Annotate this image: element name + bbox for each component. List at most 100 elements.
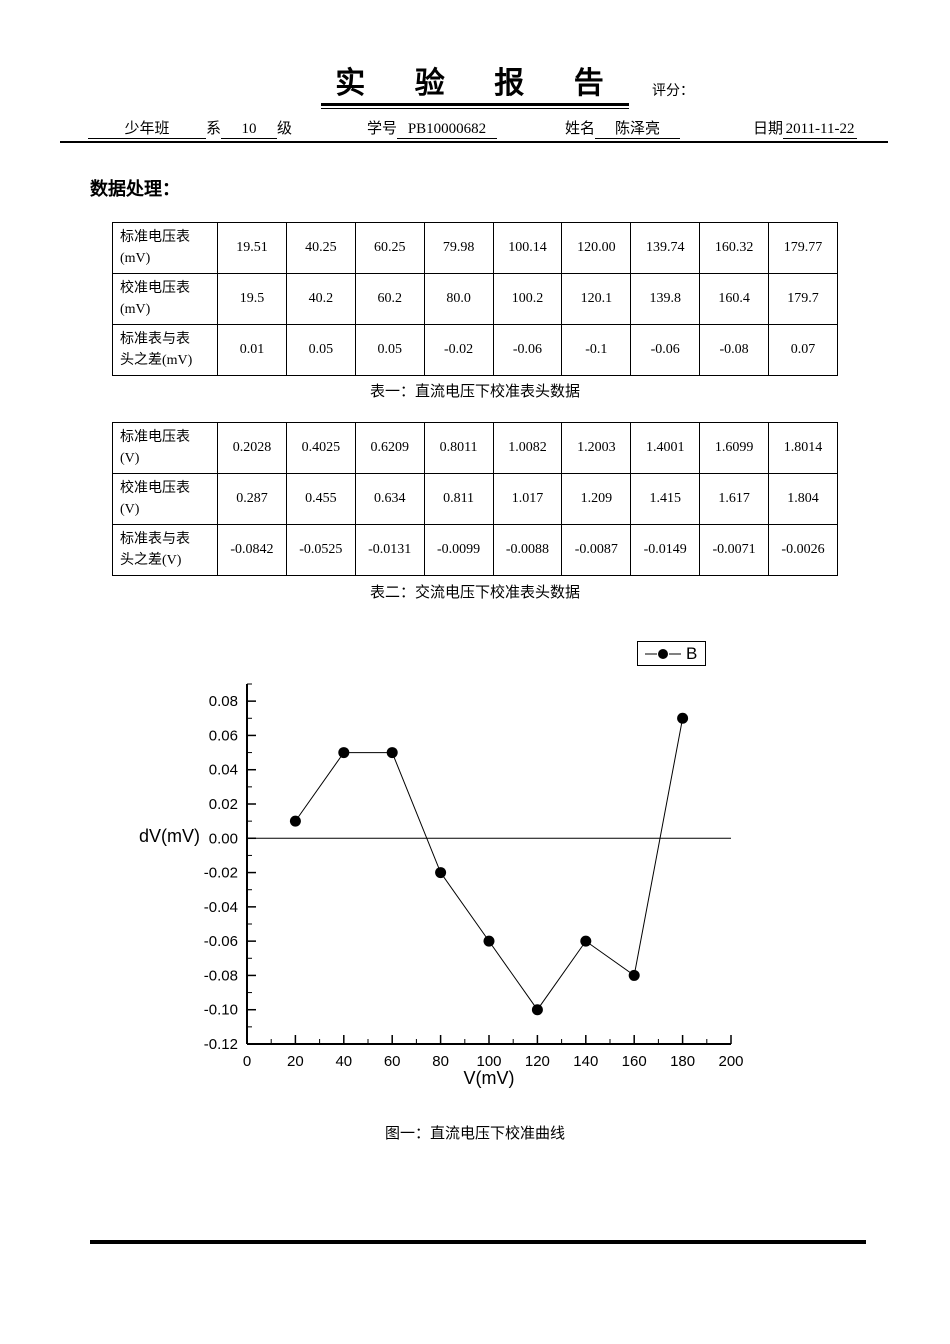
student-id-value: PB10000682: [397, 121, 498, 139]
table-cell: 1.617: [699, 473, 769, 525]
table-cell: 0.01: [217, 324, 287, 376]
series-line: [294, 718, 684, 1011]
y-tick-label: 0.06: [209, 727, 238, 744]
table-cell: -0.0525: [285, 524, 356, 576]
data-point: [677, 712, 689, 724]
table-row-header: 校准电压表 (mV): [112, 273, 218, 325]
table-cell: 60.2: [354, 273, 425, 325]
section-title: 数据处理：: [90, 179, 180, 199]
table-cell: 1.6099: [699, 422, 769, 474]
student-info-row: 少年班系 10 级 学号 PB10000682 姓名 陈泽亮 日期 2011-11-22: [0, 117, 950, 141]
y-tick-label: 0.00: [209, 830, 238, 847]
table-cell: 1.415: [630, 473, 701, 525]
figure-caption: 图一：直流电压下校准曲线: [384, 1126, 565, 1142]
dept-label: 系: [206, 121, 222, 137]
data-point: [483, 935, 495, 947]
x-tick-label: 200: [718, 1053, 743, 1070]
y-tick-label: -0.06: [204, 933, 238, 950]
student-id-label: 学号: [367, 121, 398, 137]
table-cell: 100.2: [492, 273, 563, 325]
date-group: 日期 2011-11-22: [753, 117, 858, 139]
table-cell: -0.0149: [630, 524, 701, 576]
table-cell: 1.017: [492, 473, 563, 525]
y-tick-label: -0.02: [204, 865, 238, 882]
table-cell: 0.4025: [285, 422, 356, 474]
table-row-header: 标准表与表 头之差(mV): [112, 324, 218, 376]
y-axis-title: dV(mV): [138, 826, 200, 846]
x-tick-label: 80: [432, 1053, 449, 1070]
date-label: 日期: [753, 121, 784, 137]
table-2-caption: 表二：交流电压下校准表头数据: [369, 585, 580, 601]
table-cell: 160.32: [699, 222, 769, 274]
y-tick-label: -0.04: [204, 899, 238, 916]
x-tick-label: 140: [573, 1053, 598, 1070]
table-cell: 1.8014: [768, 422, 838, 474]
data-point: [338, 747, 350, 759]
title-block: 实 验 报 告: [0, 58, 950, 109]
table-cell: -0.08: [699, 324, 769, 376]
table-cell: -0.0071: [699, 524, 769, 576]
student-id-group: 学号 PB10000682: [367, 117, 498, 139]
data-point: [386, 747, 398, 759]
page-title: 实 验 报 告: [321, 58, 629, 106]
table-cell: 19.5: [217, 273, 287, 325]
grade-value: 10: [221, 121, 278, 139]
footer-rule: [90, 1240, 866, 1242]
data-point: [531, 1004, 543, 1016]
table-cell: 40.2: [285, 273, 356, 325]
table-cell: 100.14: [492, 222, 563, 274]
calibration-curve-chart: 0 20 40 60 80 100 120 140 160 180 200 -0.12 -0.10 -0.…: [204, 683, 744, 1070]
table-cell: -0.06: [630, 324, 701, 376]
table-cell: 0.07: [768, 324, 838, 376]
table-row-header: 标准表与表 头之差(V): [112, 524, 218, 576]
table-cell: 0.455: [285, 473, 356, 525]
header-rule: [60, 141, 888, 143]
table-cell: 0.6209: [354, 422, 425, 474]
table-row: 标准表与表 头之差(V) -0.0842 -0.0525 -0.0131 -0.0099…: [112, 524, 838, 576]
table-row-header: 校准电压表 (V): [112, 473, 218, 525]
table-cell: 0.8011: [423, 422, 494, 474]
table-cell: -0.1: [561, 324, 632, 376]
table-cell: 0.634: [354, 473, 425, 525]
data-point: [435, 867, 447, 879]
x-tick-label: 20: [287, 1053, 304, 1070]
table-cell: 1.0082: [492, 422, 563, 474]
table-cell: 179.7: [768, 273, 838, 325]
score-label: 评分：: [652, 84, 694, 99]
table-cell: -0.06: [492, 324, 563, 376]
x-tick-label: 100: [476, 1053, 501, 1070]
table-cell: 120.00: [561, 222, 632, 274]
x-tick-label: 180: [670, 1053, 695, 1070]
table-cell: -0.0088: [492, 524, 563, 576]
table-row: 校准电压表 (V) 0.287 0.455 0.634 0.811 1.017 1.209 1…: [112, 473, 838, 525]
table-row-header: 标准电压表 (mV): [112, 222, 218, 274]
title-underline: 实 验 报 告: [321, 58, 629, 109]
table-cell: -0.02: [423, 324, 494, 376]
table-cell: 1.2003: [561, 422, 632, 474]
y-tick-label: 0.04: [209, 762, 238, 779]
table-1-caption: 表一：直流电压下校准表头数据: [369, 384, 580, 400]
table-cell: 19.51: [217, 222, 287, 274]
table-cell: 0.811: [423, 473, 494, 525]
table-cell: 179.77: [768, 222, 838, 274]
table-row: 标准表与表 头之差(mV) 0.01 0.05 0.05 -0.02 -0.06 -0.1-…: [112, 324, 838, 376]
y-tick-label: -0.10: [204, 1002, 238, 1019]
name-group: 姓名 陈泽亮: [565, 117, 681, 139]
data-point: [289, 815, 301, 827]
table-cell: -0.0026: [768, 524, 838, 576]
x-tick-label: 40: [335, 1053, 352, 1070]
x-tick-label: 120: [525, 1053, 550, 1070]
table-cell: 139.74: [630, 222, 701, 274]
table-cell: 1.209: [561, 473, 632, 525]
table-ac-calibration: 标准电压表 (V) 0.2028 0.4025 0.6209 0.8011 1.0082 1…: [112, 422, 838, 576]
table-row-header: 标准电压表 (V): [112, 422, 218, 474]
table-cell: 160.4: [699, 273, 769, 325]
table-cell: 0.05: [285, 324, 356, 376]
x-tick-label: 0: [243, 1053, 251, 1070]
table-cell: 79.98: [423, 222, 494, 274]
legend-series-label: B: [686, 643, 698, 663]
y-tick-label: 0.02: [209, 796, 238, 813]
table-cell: -0.0087: [561, 524, 632, 576]
class-value: 少年班: [88, 117, 206, 139]
